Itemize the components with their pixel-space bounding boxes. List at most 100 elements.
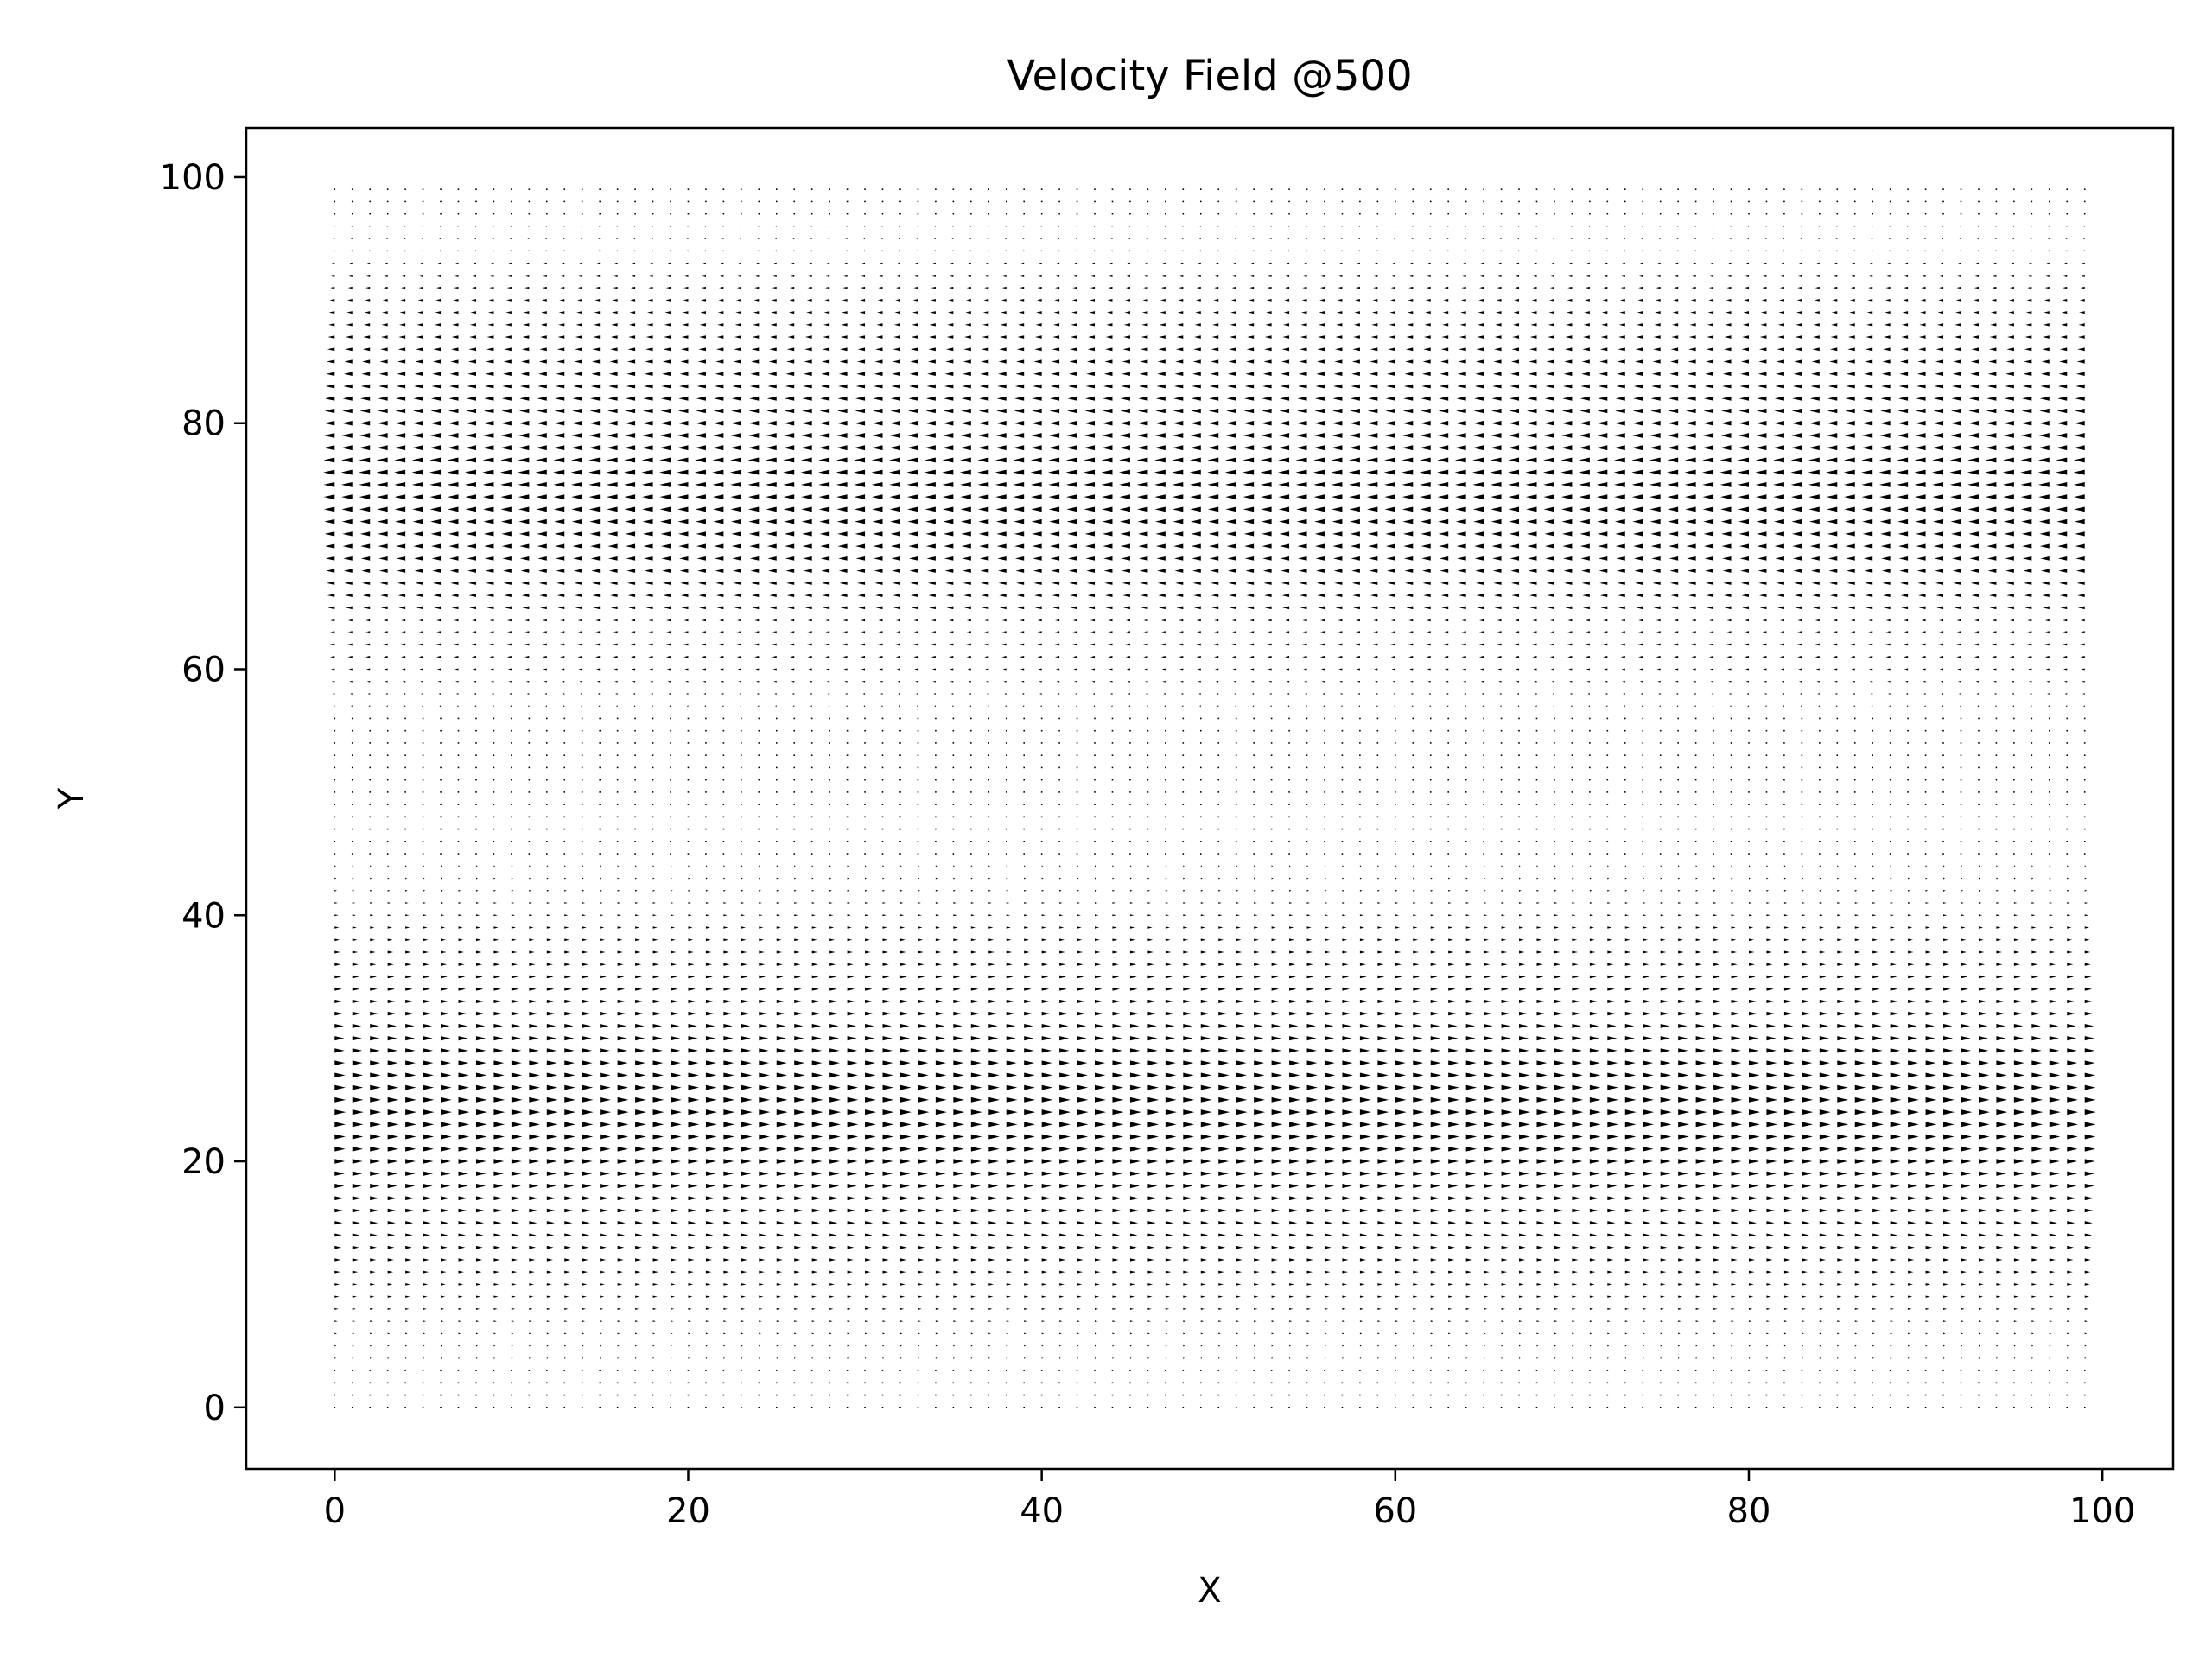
velocity-arrow (405, 1084, 416, 1090)
velocity-arrow (1253, 804, 1255, 805)
velocity-arrow (1395, 853, 1396, 855)
velocity-arrow (952, 853, 955, 855)
velocity-arrow (1448, 1295, 1453, 1298)
velocity-arrow (1572, 1134, 1583, 1140)
velocity-arrow (1447, 1407, 1449, 1408)
velocity-arrow (1766, 1096, 1778, 1103)
velocity-arrow (1713, 1407, 1714, 1408)
velocity-arrow (794, 1233, 802, 1237)
velocity-arrow (1889, 1370, 1891, 1371)
velocity-arrow (918, 1208, 927, 1213)
velocity-arrow (1236, 1171, 1247, 1176)
velocity-arrow (1519, 1208, 1528, 1213)
velocity-arrow (617, 1344, 620, 1347)
velocity-arrow (635, 1295, 640, 1298)
velocity-arrow (1484, 1270, 1490, 1274)
velocity-arrow (387, 1096, 399, 1103)
velocity-arrow (1465, 1233, 1474, 1237)
velocity-arrow (1677, 1407, 1679, 1408)
velocity-arrow (334, 1221, 343, 1225)
velocity-arrow (528, 816, 531, 818)
velocity-arrow (2031, 1122, 2044, 1128)
velocity-arrow (1465, 1258, 1472, 1262)
velocity-arrow (1147, 1332, 1150, 1335)
velocity-arrow (687, 841, 690, 842)
velocity-arrow (970, 1382, 972, 1384)
velocity-arrow (1501, 1122, 1513, 1128)
velocity-arrow (1077, 1258, 1084, 1262)
velocity-arrow (794, 1084, 805, 1090)
velocity-arrow (935, 1307, 940, 1310)
velocity-arrow (1270, 804, 1273, 805)
velocity-arrow (1183, 1221, 1192, 1225)
velocity-arrow (2067, 1344, 2069, 1347)
velocity-arrow (2013, 1270, 2020, 1274)
velocity-arrow (475, 1183, 486, 1189)
velocity-arrow (864, 1407, 866, 1408)
velocity-arrow (794, 1171, 804, 1176)
velocity-arrow (1960, 1382, 1962, 1384)
velocity-arrow (546, 1084, 558, 1090)
velocity-arrow (741, 1208, 750, 1213)
velocity-arrow (458, 1208, 467, 1213)
velocity-arrow (634, 1370, 636, 1371)
velocity-arrow (1200, 1096, 1212, 1103)
velocity-arrow (370, 1283, 376, 1286)
velocity-arrow (1483, 816, 1484, 818)
velocity-arrow (722, 841, 725, 842)
velocity-arrow (1872, 1394, 1874, 1396)
velocity-arrow (899, 1159, 911, 1164)
velocity-arrow (1059, 1159, 1071, 1164)
velocity-arrow (1943, 1307, 1948, 1310)
velocity-arrow (952, 841, 955, 842)
velocity-arrow (475, 1208, 485, 1213)
velocity-arrow (1730, 804, 1732, 805)
velocity-arrow (1359, 1382, 1361, 1384)
velocity-arrow (1218, 1270, 1224, 1274)
velocity-arrow (1306, 828, 1308, 830)
velocity-arrow (1694, 1407, 1697, 1408)
velocity-arrow (970, 1245, 978, 1249)
velocity-arrow (1853, 1382, 1856, 1384)
velocity-arrow (1430, 1109, 1442, 1116)
velocity-arrow (1819, 1196, 1829, 1201)
velocity-arrow (458, 1357, 461, 1359)
velocity-arrow (776, 1258, 783, 1262)
velocity-arrow (988, 1344, 991, 1347)
velocity-arrow (1306, 1295, 1312, 1298)
velocity-arrow (1678, 1146, 1689, 1152)
velocity-arrow (1961, 1109, 1973, 1116)
velocity-arrow (741, 1122, 753, 1128)
velocity-arrow (1059, 1134, 1071, 1140)
velocity-arrow (1395, 816, 1396, 818)
velocity-arrow (1501, 1295, 1506, 1298)
velocity-arrow (1342, 1134, 1354, 1140)
velocity-arrow (1076, 1370, 1078, 1371)
velocity-arrow (1731, 1344, 1733, 1347)
velocity-arrow (1678, 1245, 1685, 1249)
velocity-arrow (1199, 804, 1202, 805)
velocity-arrow (2066, 841, 2069, 842)
velocity-arrow (405, 1122, 416, 1128)
velocity-arrow (635, 1357, 637, 1359)
velocity-arrow (723, 1283, 729, 1286)
velocity-arrow (369, 1394, 372, 1396)
velocity-arrow (776, 1208, 785, 1213)
velocity-arrow (334, 853, 336, 855)
velocity-arrow (1342, 1208, 1351, 1213)
velocity-arrow (1765, 828, 1768, 830)
velocity-arrow (564, 1307, 569, 1310)
velocity-arrow (1024, 1258, 1031, 1262)
velocity-arrow (1677, 1382, 1679, 1384)
velocity-arrow (899, 1084, 912, 1090)
velocity-arrow (1377, 1233, 1385, 1237)
velocity-arrow (352, 1208, 361, 1213)
velocity-arrow (423, 1134, 435, 1140)
velocity-arrow (563, 828, 566, 830)
velocity-arrow (1359, 1258, 1367, 1262)
velocity-arrow (1943, 1134, 1955, 1140)
velocity-arrow (1783, 853, 1785, 855)
velocity-arrow (1660, 1171, 1671, 1176)
velocity-arrow (1695, 1258, 1702, 1262)
velocity-arrow (1572, 1109, 1584, 1116)
